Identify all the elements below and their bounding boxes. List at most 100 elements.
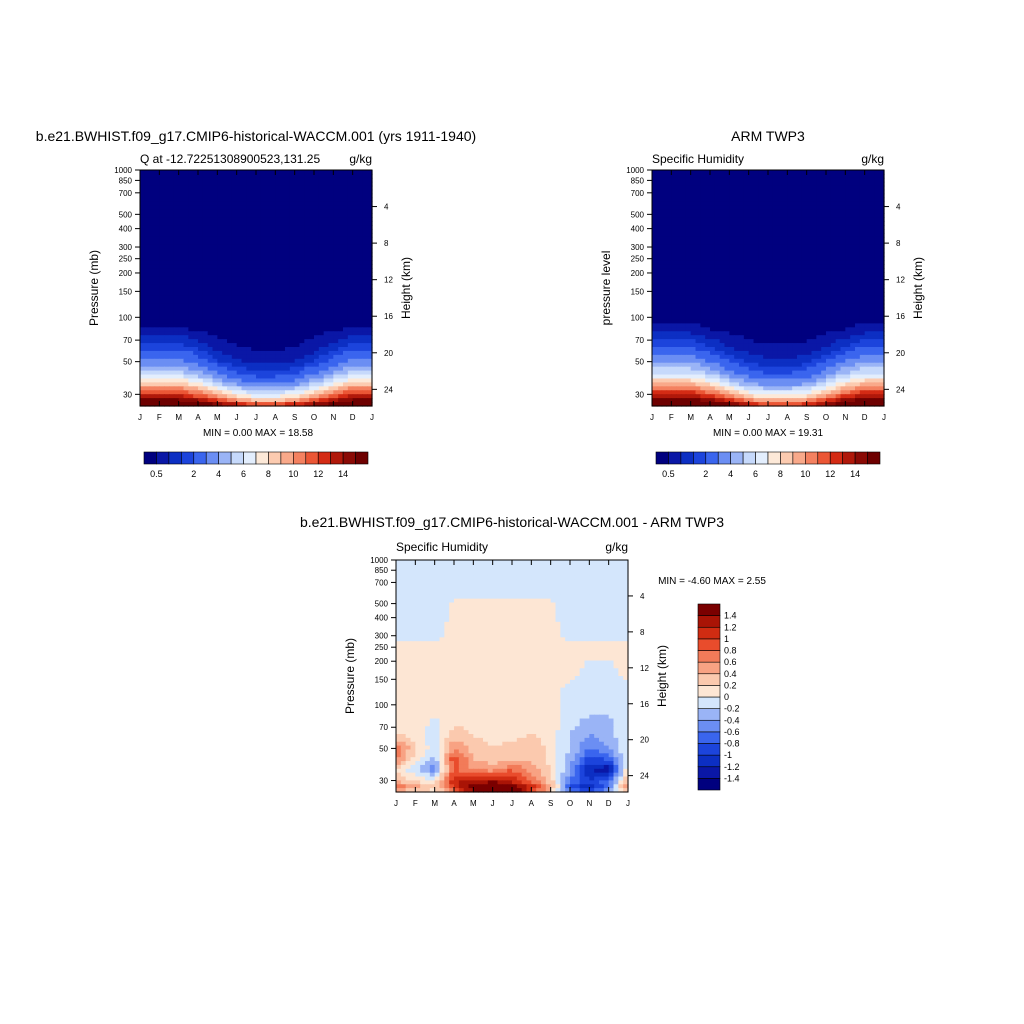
heatmap-cell	[724, 260, 730, 265]
heatmap-cell	[338, 284, 344, 289]
heatmap-cell	[159, 256, 165, 262]
heatmap-cell	[782, 201, 788, 206]
heatmap-cell	[681, 177, 687, 183]
heatmap-cell	[246, 362, 252, 368]
heatmap-cell	[280, 299, 286, 305]
heatmap-cell	[289, 193, 296, 199]
heatmap-cell	[352, 335, 359, 340]
heatmap-cell	[850, 240, 856, 246]
heatmap-cell	[198, 256, 204, 262]
heatmap-cell	[879, 209, 885, 214]
heatmap-cell	[352, 347, 359, 352]
heatmap-cell	[318, 402, 325, 407]
heatmap-cell	[352, 217, 359, 222]
heatmap-cell	[850, 288, 856, 293]
heatmap-cell	[275, 327, 281, 332]
heatmap-cell	[362, 236, 368, 242]
heatmap-cell	[806, 272, 813, 277]
heatmap-cell	[299, 347, 305, 352]
heatmap-cell	[816, 213, 822, 218]
heatmap-cell	[816, 225, 822, 230]
heatmap-cell	[362, 181, 368, 187]
heatmap-cell	[188, 394, 194, 399]
heatmap-cell	[299, 193, 305, 199]
heatmap-cell	[801, 311, 808, 317]
heatmap-cell	[855, 229, 861, 234]
heatmap-cell	[159, 323, 165, 328]
heatmap-cell	[676, 189, 682, 195]
heatmap-cell	[792, 232, 798, 238]
heatmap-cell	[338, 307, 344, 313]
heatmap-cell	[671, 248, 677, 254]
heatmap-cell	[212, 260, 218, 265]
heatmap-cell	[159, 362, 165, 368]
heatmap-cell	[265, 177, 272, 183]
heatmap-cell	[149, 232, 156, 238]
heatmap-cell	[652, 331, 658, 336]
heatmap-cell	[314, 303, 320, 309]
heatmap-cell	[256, 394, 262, 399]
heatmap-cell	[729, 256, 735, 262]
heatmap-cell	[164, 181, 170, 187]
heatmap-cell	[724, 299, 730, 305]
heatmap-cell	[338, 350, 344, 356]
heatmap-cell	[719, 284, 726, 289]
heatmap-cell	[260, 374, 267, 380]
heatmap-cell	[202, 209, 209, 214]
heatmap-cell	[777, 240, 784, 246]
heatmap-cell	[265, 236, 272, 242]
heatmap-cell	[265, 303, 272, 309]
heatmap-cell	[280, 272, 286, 277]
heatmap-cell	[792, 331, 798, 336]
heatmap-cell	[328, 366, 334, 372]
heatmap-cell	[700, 303, 706, 309]
heatmap-cell	[671, 260, 677, 265]
heatmap-cell	[333, 248, 339, 254]
heatmap-cell	[227, 331, 233, 336]
heatmap-cell	[763, 319, 769, 324]
heatmap-cell	[275, 394, 281, 399]
heatmap-cell	[144, 240, 151, 246]
heatmap-cell	[874, 201, 880, 206]
heatmap-cell	[222, 170, 228, 175]
heatmap-cell	[710, 201, 716, 206]
heatmap-cell	[159, 170, 165, 175]
heatmap-cell	[193, 362, 199, 368]
heatmap-cell	[236, 323, 243, 328]
heatmap-cell	[787, 225, 793, 230]
heatmap-cell	[231, 331, 238, 336]
heatmap-cell	[729, 185, 735, 191]
heatmap-cell	[159, 319, 165, 324]
heatmap-cell	[202, 374, 209, 380]
heatmap-cell	[289, 236, 296, 242]
heatmap-cell	[140, 394, 146, 399]
heatmap-cell	[845, 323, 851, 328]
heatmap-cell	[227, 295, 233, 301]
heatmap-cell	[874, 197, 880, 203]
heatmap-cell	[236, 173, 243, 179]
heatmap-cell	[338, 260, 344, 265]
heatmap-cell	[821, 299, 827, 305]
heatmap-cell	[734, 173, 740, 179]
heatmap-cell	[652, 248, 658, 254]
heatmap-cell	[724, 303, 730, 309]
heatmap-cell	[352, 378, 359, 383]
heatmap-cell	[367, 307, 373, 313]
heatmap-cell	[323, 378, 330, 383]
heatmap-cell	[758, 221, 764, 226]
heatmap-cell	[217, 347, 223, 352]
heatmap-cell	[652, 201, 658, 206]
heatmap-cell	[666, 260, 672, 265]
heatmap-cell	[772, 205, 779, 210]
heatmap-cell	[685, 173, 692, 179]
heatmap-cell	[246, 374, 252, 380]
heatmap-cell	[318, 350, 325, 356]
heatmap-cell	[710, 248, 716, 254]
heatmap-cell	[835, 272, 842, 277]
heatmap-cell	[246, 347, 252, 352]
heatmap-cell	[681, 288, 687, 293]
heatmap-cell	[352, 280, 359, 285]
heatmap-cell	[763, 229, 769, 234]
heatmap-cell	[362, 347, 368, 352]
heatmap-cell	[714, 197, 721, 203]
